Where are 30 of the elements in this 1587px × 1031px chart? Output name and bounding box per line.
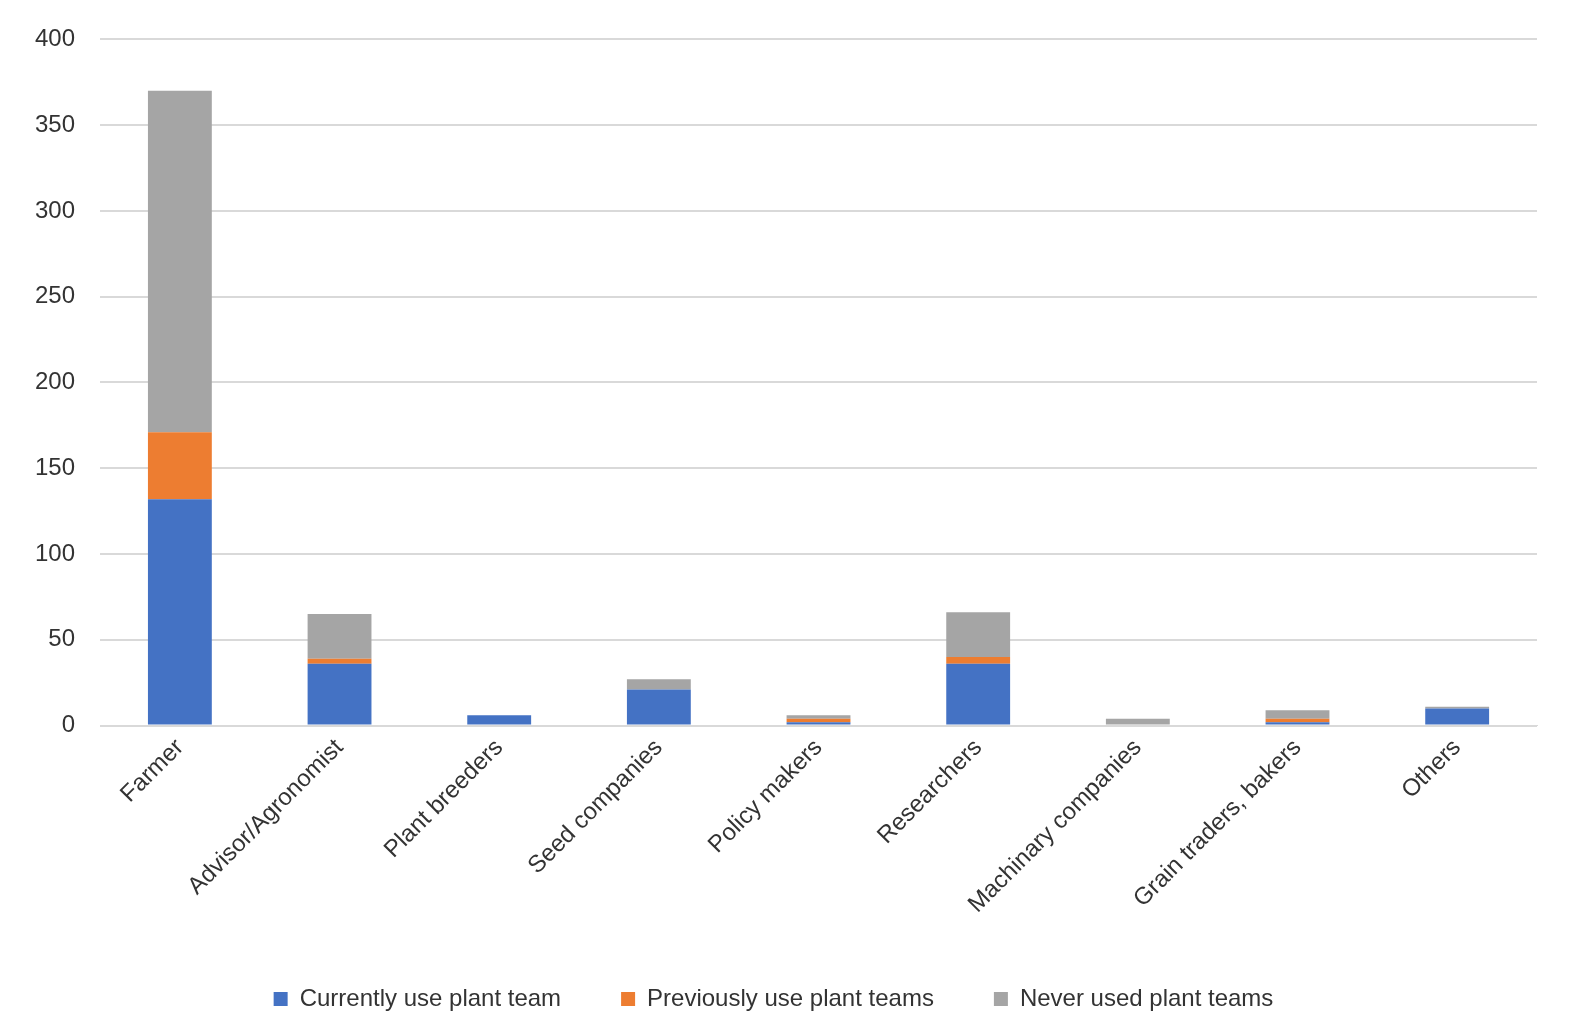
y-tick-label: 300 [35,195,76,223]
bar [1265,722,1330,725]
bar [626,689,691,725]
legend-label: Never used plant teams [1019,983,1274,1011]
bar [1105,718,1170,725]
y-tick-label: 250 [35,281,76,309]
legend-label: Previously use plant teams [647,983,934,1011]
bar [467,715,532,725]
y-tick-label: 0 [61,710,76,738]
y-tick-label: 150 [35,452,76,480]
y-tick-label: 200 [35,367,76,395]
bar [147,499,212,725]
y-tick-label: 350 [35,109,76,137]
bar [946,612,1011,657]
y-tick-label: 50 [48,624,76,652]
legend-label: Currently use plant team [299,983,562,1011]
bar [626,679,691,690]
bar [307,663,372,725]
bar [147,432,212,500]
bar [147,90,212,433]
bar [1425,708,1490,725]
bar [946,656,1011,664]
bar [946,663,1011,725]
bar [307,658,372,664]
bar [786,722,851,725]
y-tick-label: 100 [35,538,76,566]
bar [786,715,851,719]
bar [307,614,372,659]
y-tick-label: 400 [35,24,76,52]
bar [1265,710,1330,719]
